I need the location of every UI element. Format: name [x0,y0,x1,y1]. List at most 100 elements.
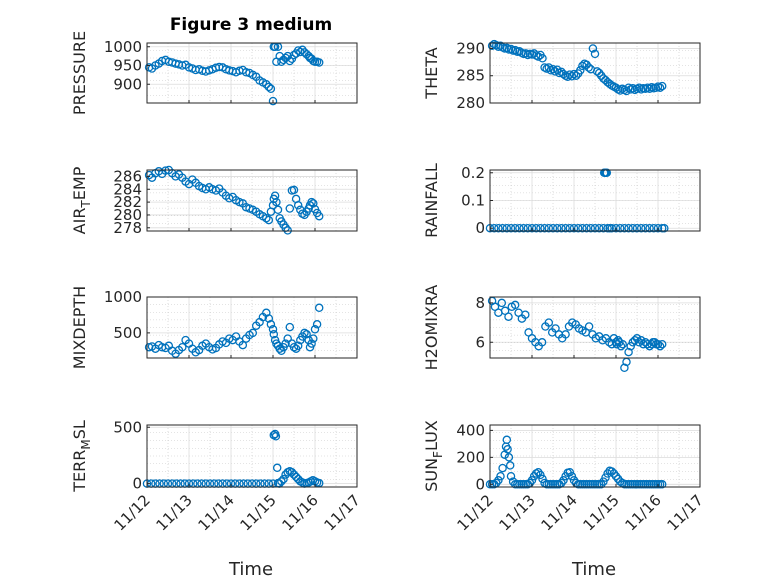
data-point [262,80,271,89]
y-tick-label: 284 [113,180,142,198]
data-point [552,223,562,233]
data-point [559,69,568,79]
y-tick-label: 8 [475,294,485,312]
data-series [487,39,667,96]
figure-title: Figure 3 medium [170,15,332,35]
axes-frame [489,296,701,359]
y-tick-label: 0.1 [461,192,485,210]
axes-frame [489,42,701,104]
data-point [601,473,610,482]
data-point [307,339,316,348]
x-axis-label-left: Time [228,559,273,580]
data-point [293,201,303,210]
data-point [510,223,520,233]
data-point [645,84,654,94]
data-point [531,223,541,233]
y-tick-label: 0 [132,475,142,493]
axes-frame [146,169,358,232]
data-point [268,96,278,106]
data-point [285,204,295,213]
data-point [611,83,621,92]
data-point [586,223,596,233]
data-point [561,223,570,233]
data-point [515,223,524,233]
data-point [273,205,283,215]
data-point [287,468,297,477]
axes-frame [146,296,358,359]
data-point [630,336,640,345]
data-point [531,469,541,478]
data-point [494,223,503,233]
data-point [628,223,638,233]
data-point [266,320,276,329]
data-point [616,341,626,351]
data-point [283,334,292,343]
subplot-4: 0 0.1 0.2 RAINFALL [422,163,701,238]
y-tick-label: 1000 [104,38,142,56]
y-axis-label: AIRTEMP [70,166,93,234]
y-tick-label: 280 [113,206,142,224]
data-point [298,45,307,55]
data-point [565,70,575,79]
data-point [607,467,617,476]
data-point [502,223,512,233]
y-axis-label: SUNFLUX [422,420,445,492]
data-series [144,42,324,106]
data-point [264,82,274,92]
data-point [494,476,503,485]
data-point [565,223,575,233]
x-tick-label: 11/15 [237,491,280,534]
data-point [293,341,303,351]
y-tick-label: 286 [113,167,142,185]
data-point [576,66,585,75]
x-tick-label: 11/15 [580,491,623,534]
data-point [283,226,292,235]
data-series [485,435,667,489]
data-point [271,432,281,441]
x-tick-label: 11/12 [454,491,497,534]
data-point [573,223,583,233]
data-point [544,318,554,327]
data-point [521,310,530,319]
data-point [272,463,282,473]
data-point [498,463,507,473]
data-point [615,223,625,233]
data-point [238,340,248,350]
data-point [307,197,316,207]
subplot-5: 500 1000 MIXDEPTH [70,286,358,369]
data-point [502,435,512,445]
data-point [521,49,530,58]
data-point [262,213,271,223]
y-tick-label: 500 [113,418,142,436]
data-point [550,67,560,76]
data-series [144,165,324,235]
data-series [144,303,324,358]
data-point [557,223,566,233]
data-point [314,303,324,313]
data-point [289,342,299,352]
data-point [632,223,642,233]
y-tick-label: 0 [475,219,485,237]
data-point [527,476,537,485]
data-point [641,223,650,233]
x-tick-label: 11/12 [111,491,154,534]
data-point [607,339,617,349]
data-point [653,223,663,233]
data-point [536,470,545,480]
x-axis-label-right: Time [571,559,616,580]
data-point [268,325,278,334]
data-point [285,56,295,66]
y-tick-label: 278 [113,219,142,237]
data-point [310,325,320,334]
y-tick-label: 500 [113,324,142,342]
subplot-2: 280 285 290 THETA [422,39,701,112]
data-point [628,84,638,93]
data-point [248,328,258,338]
data-point [590,49,600,59]
subplot-6: 6 8 H2OMIXRA [422,285,701,373]
data-point [599,477,608,486]
